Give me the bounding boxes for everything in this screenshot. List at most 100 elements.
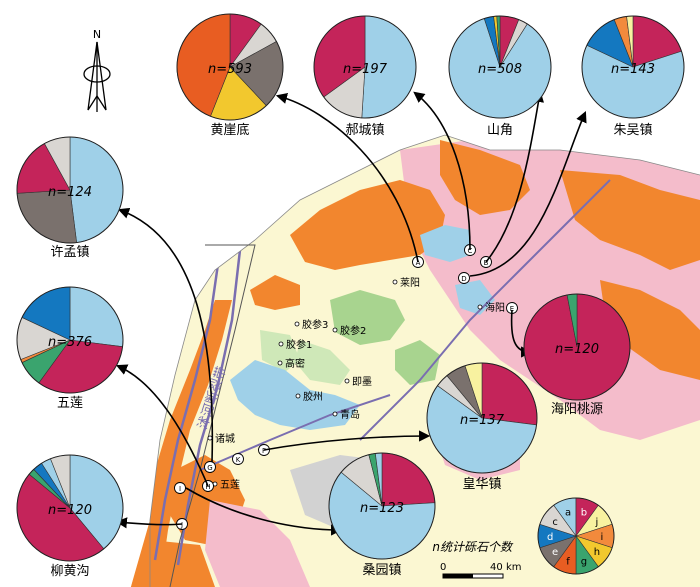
pie-zhuwuzhen: n=143 朱吴镇 bbox=[581, 15, 685, 138]
scale-unit: km bbox=[506, 562, 522, 573]
pie-sangyuanzhen-count: n=123 bbox=[360, 501, 404, 516]
map-boundary bbox=[149, 134, 700, 587]
arrow-shanjiao bbox=[485, 90, 544, 263]
fault-line-west-2 bbox=[176, 249, 242, 566]
legend-letter-a: a bbox=[565, 507, 571, 518]
pie-shanjiao: n=508 山角 bbox=[448, 15, 552, 138]
pie-shanjiao-outline bbox=[448, 15, 552, 119]
fault-line-east bbox=[359, 179, 611, 441]
fault-line-west bbox=[153, 249, 222, 561]
place-qingdao: 青岛 bbox=[340, 408, 360, 421]
scale-dist: 40 bbox=[490, 562, 503, 573]
map-unit-blue-laiyang bbox=[420, 225, 470, 262]
legend-letter-d: d bbox=[547, 532, 553, 543]
pie-zhuwuzhen-label: 朱吴镇 bbox=[613, 123, 652, 138]
site-label-J: J bbox=[180, 521, 183, 529]
place-jiaocan2: 胶参2 bbox=[340, 324, 366, 337]
place-jiaocan3: 胶参3 bbox=[302, 318, 328, 331]
pie-liuhuanggou-outline bbox=[16, 454, 124, 562]
site-label-A: A bbox=[416, 259, 421, 267]
place-dot-jiaocan3 bbox=[294, 321, 300, 327]
arrow-sangyuanzhen bbox=[185, 487, 343, 536]
pie-sangyuanzhen-label: 桑园镇 bbox=[362, 563, 401, 578]
place-dot-gaomi bbox=[277, 360, 283, 366]
map-unit-pink-sw bbox=[205, 500, 310, 587]
pie-wulian-count: n=376 bbox=[48, 335, 92, 350]
north-label: N bbox=[93, 28, 101, 41]
pie-haiyangtaoyuan-outline bbox=[523, 293, 631, 401]
site-marker-K bbox=[232, 453, 244, 465]
pie-haiyangtaoyuan-label: 海阳桃源 bbox=[551, 402, 603, 417]
legend-letter-b: b bbox=[581, 507, 587, 518]
pie-huanghuazhen-label: 皇华镇 bbox=[462, 477, 501, 492]
legend-letter-h: h bbox=[594, 547, 600, 558]
map-unit-orange-laiyang bbox=[290, 180, 445, 270]
pie-wulian-label: 五莲 bbox=[57, 396, 83, 411]
place-laiyang: 莱阳 bbox=[400, 277, 420, 289]
site-label-K: K bbox=[236, 456, 241, 464]
legend-letter-c: c bbox=[552, 517, 558, 528]
arrow-haochengzhen bbox=[413, 91, 471, 251]
fault-belt-outline bbox=[169, 244, 256, 587]
place-wulian_town: 五莲 bbox=[220, 479, 240, 491]
pie-zhuwuzhen-count: n=143 bbox=[611, 62, 655, 77]
place-dot-jiaocan1 bbox=[278, 341, 284, 347]
place-haiyang: 海阳 bbox=[485, 301, 505, 314]
arrow-liuhuanggou bbox=[115, 517, 183, 529]
scale-zero: 0 bbox=[440, 562, 446, 573]
map-unit-lightgreen-2 bbox=[260, 330, 300, 372]
site-label-I: I bbox=[179, 485, 181, 493]
pie-shanjiao-count: n=508 bbox=[478, 62, 522, 77]
map-unit-blue-jiaozhou bbox=[230, 360, 360, 430]
pie-haiyangtaoyuan-count: n=120 bbox=[555, 342, 599, 357]
scale-bar-fill bbox=[443, 574, 473, 578]
arrow-xumengzhen bbox=[117, 207, 214, 463]
site-label-D: D bbox=[461, 275, 466, 283]
map-unit-lightgreen-1 bbox=[295, 340, 350, 385]
pie-huangyadi-count: n=593 bbox=[208, 62, 252, 77]
pie-liuhuanggou-label: 柳黄沟 bbox=[50, 564, 89, 579]
pie-huanghuazhen-count: n=137 bbox=[460, 413, 505, 428]
map-unit-orange-small bbox=[250, 275, 300, 310]
pie-zhuwuzhen-outline bbox=[581, 15, 685, 119]
place-jimo: 即墨 bbox=[352, 376, 372, 388]
pie-liuhuanggou-count: n=120 bbox=[48, 503, 92, 518]
legend-title: n统计砾石个数 bbox=[432, 540, 514, 554]
site-marker-G bbox=[204, 461, 216, 473]
legend-letter-e: e bbox=[552, 547, 558, 558]
site-marker-I bbox=[174, 482, 186, 494]
place-zhucheng: 诸城 bbox=[215, 433, 235, 445]
pie-wulian-outline bbox=[16, 286, 124, 394]
site-label-E: E bbox=[510, 305, 514, 313]
pie-xumengzhen-outline bbox=[16, 136, 124, 244]
place-dot-haiyang bbox=[477, 304, 483, 310]
pie-huanghuazhen: n=137 皇华镇 bbox=[426, 362, 538, 492]
place-dot-jiaocan2 bbox=[332, 327, 338, 333]
map-unit-green-1 bbox=[330, 290, 405, 345]
pie-huanghuazhen-outline bbox=[426, 362, 538, 474]
pie-xumengzhen-label: 许孟镇 bbox=[50, 245, 89, 260]
pie-haochengzhen-count: n=197 bbox=[343, 62, 388, 77]
arrow-huanghuazhen bbox=[263, 430, 431, 451]
place-gaomi: 高密 bbox=[285, 357, 305, 370]
arrow-huangyadi bbox=[275, 92, 419, 263]
north-arrow-head bbox=[87, 41, 107, 111]
pie-huangyadi-label: 黄崖底 bbox=[210, 122, 249, 138]
site-marker-D bbox=[458, 272, 470, 284]
map-unit-green-2 bbox=[395, 340, 440, 385]
arrow-wulian bbox=[115, 364, 209, 487]
pie-haochengzhen-label: 郝城镇 bbox=[345, 123, 384, 138]
legend-outline bbox=[537, 497, 615, 575]
place-jiaocan1: 胶参1 bbox=[286, 338, 312, 351]
pie-xumengzhen-count: n=124 bbox=[48, 185, 92, 200]
place-dot-zhucheng bbox=[207, 435, 213, 441]
place-dot-qingdao bbox=[332, 411, 338, 417]
site-label-B: B bbox=[484, 259, 489, 267]
site-label-G: G bbox=[207, 464, 212, 472]
place-dot-jiaozhou bbox=[295, 393, 301, 399]
scale-bar: n统计砾石个数 0 40 km bbox=[432, 540, 522, 579]
pie-sangyuanzhen-outline bbox=[328, 452, 436, 560]
map-unit-orange-n bbox=[440, 140, 530, 215]
pie-haochengzhen: n=197 郝城镇 bbox=[313, 15, 417, 138]
